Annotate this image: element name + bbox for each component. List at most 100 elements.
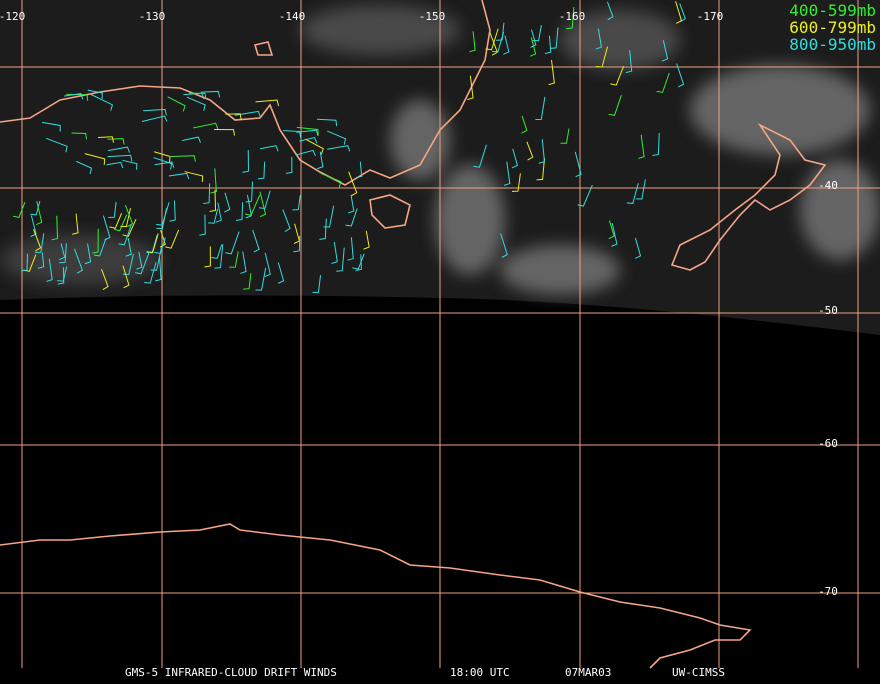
cloud	[560, 10, 680, 70]
wind-barb	[255, 267, 267, 291]
footer-source: UW-CIMSS	[672, 666, 725, 679]
wind-barb	[336, 247, 345, 272]
wind-barb	[305, 138, 324, 155]
wind-barb	[661, 40, 669, 62]
wind-barb	[225, 113, 242, 120]
wind-barb	[93, 238, 107, 257]
wind-barb	[211, 244, 223, 259]
latitude-label: -70	[818, 585, 838, 598]
wind-barb	[189, 92, 207, 100]
wind-barb	[45, 137, 68, 153]
legend-entry: 800-950mb	[789, 35, 876, 54]
wind-barb	[611, 222, 618, 247]
wind-barb	[156, 208, 168, 230]
wind-barb	[170, 155, 196, 162]
wind-barb	[277, 262, 285, 284]
wind-barb	[320, 172, 342, 188]
coastlines	[0, 0, 827, 669]
wind-barb	[511, 173, 521, 192]
wind-barb	[526, 141, 534, 161]
wind-barb	[327, 145, 351, 152]
wind-barb	[33, 229, 42, 252]
wind-barb	[141, 115, 168, 122]
wind-barb	[210, 168, 217, 194]
wind-barb	[538, 139, 546, 164]
wind-barb	[124, 205, 134, 228]
wind-barb	[87, 89, 103, 100]
cloud	[690, 65, 870, 155]
wind-barb	[204, 246, 211, 268]
graticule	[0, 0, 880, 668]
longitude-label: -140	[279, 10, 306, 23]
wind-barbs	[12, 1, 686, 294]
wind-barb	[242, 149, 249, 173]
wind-barb	[84, 153, 106, 165]
wind-barb	[71, 132, 88, 140]
wind-barb	[550, 27, 559, 49]
wind-barb	[245, 194, 261, 216]
wind-barb	[363, 230, 370, 250]
wind-barb	[634, 237, 642, 259]
wind-barb	[282, 209, 291, 232]
wind-barb	[296, 126, 319, 136]
wind-barb	[229, 251, 239, 268]
wind-barb	[101, 268, 109, 291]
wind-barb	[30, 215, 37, 237]
longitude-label: -160	[559, 10, 586, 23]
wind-barb	[544, 35, 552, 55]
longitude-labels: -120 -130 -140 -150 -160 -170	[0, 10, 723, 23]
wind-barb	[122, 253, 134, 275]
wind-barb	[215, 202, 222, 223]
wind-barb	[656, 72, 670, 93]
wind-barb	[136, 251, 143, 270]
wind-barb	[34, 233, 45, 253]
wind-barb	[245, 181, 254, 203]
wind-barb	[566, 7, 575, 30]
wind-barb	[154, 161, 175, 168]
wind-barb	[108, 201, 117, 219]
wind-barb	[240, 251, 247, 274]
latitude-label: -60	[818, 437, 838, 450]
wind-barb	[491, 31, 505, 53]
wind-barb	[12, 201, 26, 219]
wind-barb	[355, 161, 363, 179]
wind-barb	[317, 151, 324, 170]
legend-entry: 400-599mb	[789, 1, 876, 20]
wind-barb	[59, 243, 67, 264]
wind-barb	[208, 208, 219, 224]
wind-barb	[469, 31, 476, 53]
wind-barb	[503, 35, 510, 55]
wind-barb	[234, 110, 261, 118]
wind-barb	[184, 171, 204, 183]
wind-barb	[63, 93, 84, 100]
longitude-label: -150	[419, 10, 446, 23]
wind-barb	[113, 214, 128, 232]
wind-barb	[606, 1, 614, 21]
wind-barb	[150, 247, 162, 271]
wind-barb	[316, 118, 338, 127]
wind-barb	[165, 229, 180, 249]
wind-barb	[352, 253, 365, 270]
wind-barb	[143, 108, 167, 116]
wind-barb	[30, 200, 41, 216]
wind-barb	[146, 233, 159, 253]
cloud	[390, 100, 450, 180]
footer: GMS-5 INFRARED-CLOUD DRIFT WINDS 18:00 U…	[125, 666, 725, 679]
wind-barb	[347, 237, 354, 261]
footer-title: GMS-5 INFRARED-CLOUD DRIFT WINDS	[125, 666, 337, 679]
wind-barb	[652, 132, 660, 156]
wind-barb	[193, 122, 219, 130]
wind-barb	[295, 149, 316, 157]
wind-barb	[21, 253, 28, 272]
wind-barb	[168, 172, 190, 180]
wind-barb	[125, 237, 132, 257]
wind-barb	[560, 128, 570, 144]
wind-barb	[224, 192, 231, 213]
wind-barb	[90, 94, 114, 111]
clouds	[0, 5, 880, 295]
latitude-labels: -40 -50 -60 -70	[818, 179, 838, 598]
wind-barb	[283, 130, 301, 138]
wind-barb	[200, 90, 221, 98]
wind-barb	[146, 235, 158, 254]
wind-barb	[676, 63, 685, 88]
